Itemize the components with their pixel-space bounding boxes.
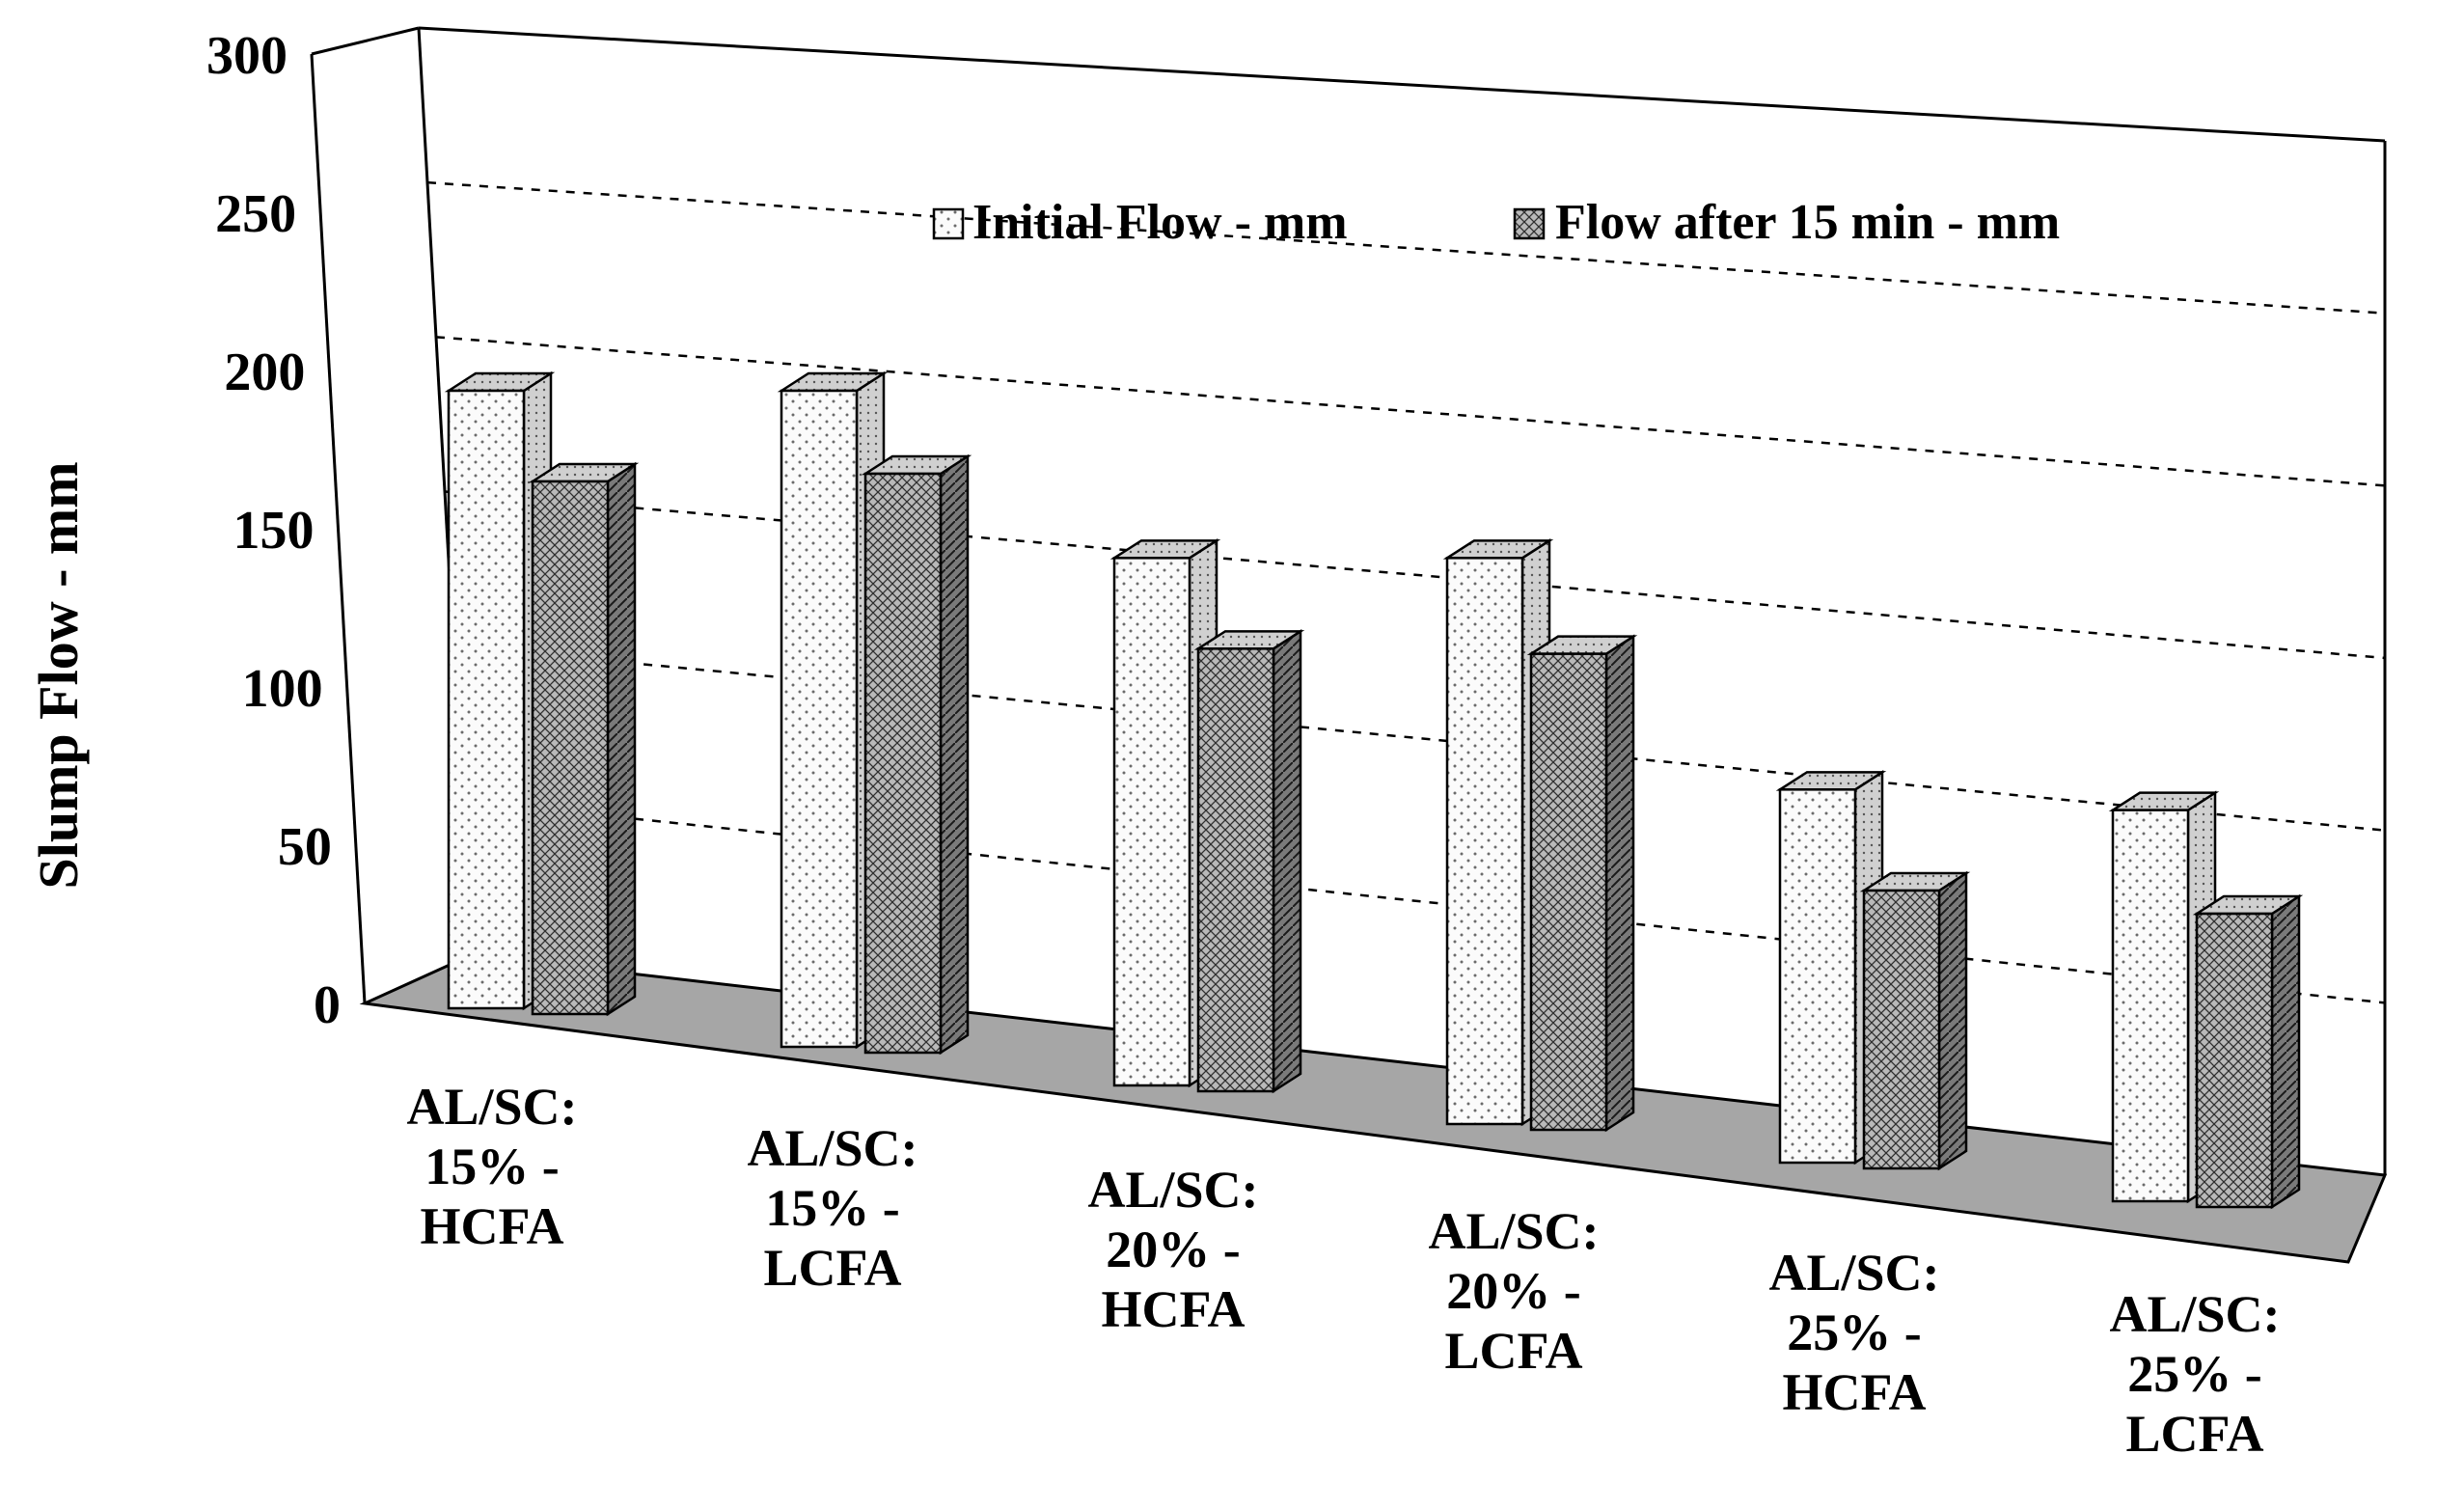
bar-front (2195, 912, 2274, 1209)
legend-label-initial: Initial Flow - mm (972, 195, 1348, 250)
legend-label-after: Flow after 15 min - mm (1555, 195, 2060, 250)
bar-front (1529, 652, 1608, 1132)
bar-front (1445, 557, 1524, 1126)
category-label-5: AL/SC: 25% -HCFA (1768, 1244, 1939, 1421)
bar-front (1196, 647, 1275, 1093)
bar-side (1937, 870, 1968, 1171)
back-wall-top-edge (418, 26, 2386, 143)
y-tick-200: 200 (224, 343, 305, 402)
y-axis-ticks: 0 50 100 150 200 250 300 (206, 26, 341, 1035)
gridline-150 (444, 490, 2386, 660)
bar-after-3 (1193, 629, 1305, 1094)
bar-front (1778, 788, 1857, 1165)
y-axis-line (310, 53, 367, 1004)
bar-after-2 (861, 453, 972, 1056)
bar-front (1862, 889, 1941, 1170)
gridline-250 (426, 180, 2386, 315)
axis-top-join (311, 26, 420, 56)
y-tick-100: 100 (242, 659, 323, 719)
bar-after-5 (1859, 870, 1971, 1171)
y-tick-250: 250 (215, 184, 296, 244)
crosshatch-square-icon (1513, 207, 1546, 240)
category-label-2: AL/SC: 15% -LCFA (747, 1119, 917, 1297)
bar-front (780, 389, 859, 1049)
y-tick-300: 300 (206, 26, 287, 86)
y-tick-50: 50 (278, 817, 332, 877)
bar-side (2270, 893, 2301, 1210)
category-label-3: AL/SC: 20% -HCFA (1087, 1161, 1258, 1338)
chart-floor (359, 953, 2388, 1264)
category-label-4: AL/SC: 20% -LCFA (1428, 1202, 1599, 1380)
y-tick-0: 0 (314, 975, 341, 1035)
gridline-200 (435, 336, 2386, 487)
y-axis-label: Slump Flow - mm (27, 461, 90, 889)
bar-after-4 (1526, 634, 1638, 1133)
bar-initial-5 (1775, 770, 1887, 1166)
legend: Initial Flow - mm Flow after 15 min - mm (932, 195, 2060, 250)
bar-initial-4 (1442, 538, 1554, 1127)
bar-after-1 (528, 461, 640, 1017)
bar-front (447, 389, 526, 1010)
bar-side (1604, 634, 1635, 1133)
y-tick-150: 150 (233, 501, 315, 561)
bar-side (1272, 629, 1302, 1094)
bar-front (1112, 557, 1191, 1087)
bar-front (863, 472, 943, 1055)
bar-side (606, 461, 637, 1017)
gridline-50 (461, 799, 2386, 1004)
bar-front (531, 480, 610, 1016)
bar-front (2111, 809, 2190, 1203)
category-labels: AL/SC: 15% -HCFA AL/SC: 15% -LCFA AL/SC: 20% … (406, 1078, 2280, 1463)
dotted-square-icon (932, 207, 965, 240)
bar-side (939, 453, 970, 1056)
bars (444, 370, 2304, 1210)
category-label-1: AL/SC: 15% -HCFA (406, 1078, 577, 1255)
category-label-6: AL/SC: 25% -LCFA (2109, 1285, 2280, 1463)
bar-after-6 (2192, 893, 2304, 1210)
gridline-100 (452, 645, 2386, 832)
gridlines (426, 180, 2386, 1004)
